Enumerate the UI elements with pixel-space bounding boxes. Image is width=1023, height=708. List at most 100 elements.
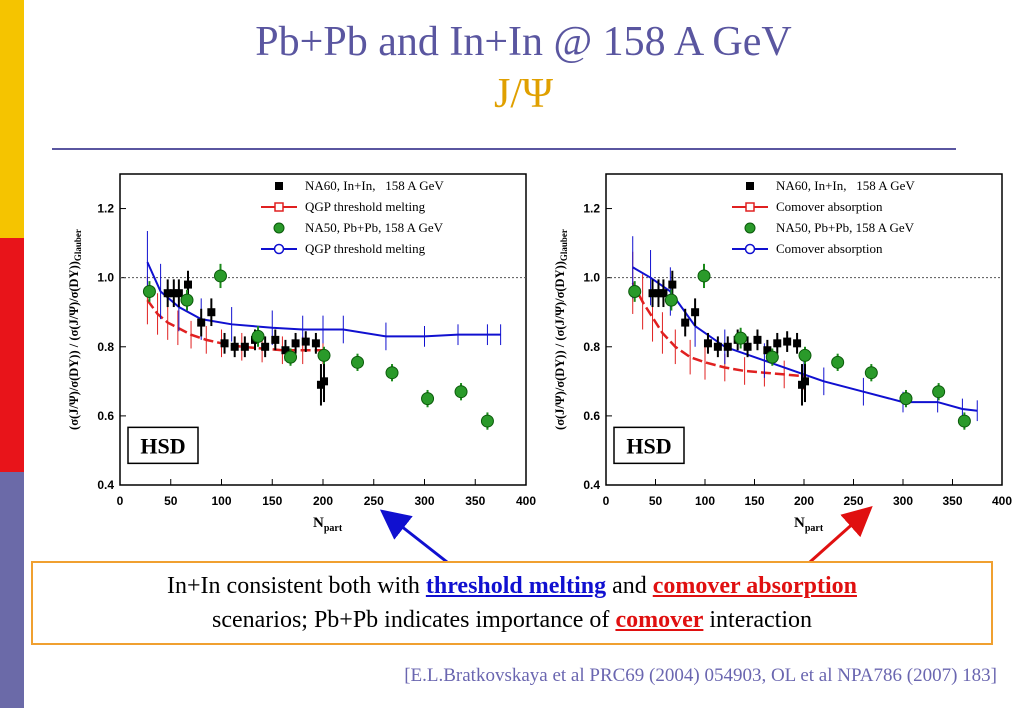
x-tick-label: 150: [744, 494, 764, 508]
na60-point: [174, 289, 183, 298]
na60-point: [184, 280, 193, 289]
note-comover-absorption: comover absorption: [652, 573, 857, 599]
x-tick-label: 250: [843, 494, 863, 508]
note-threshold-melting: threshold melting: [425, 573, 607, 599]
na60-point: [773, 339, 782, 348]
series-line: [146, 261, 501, 338]
na60-point: [291, 339, 300, 348]
x-tick-label: 200: [794, 494, 814, 508]
na50-point: [957, 414, 971, 428]
x-tick-label: 50: [649, 494, 663, 508]
na50-point: [251, 329, 265, 343]
na50-point: [213, 269, 227, 283]
note-text-3: scenarios; Pb+Pb indicates importance of: [211, 607, 616, 633]
na60-point: [240, 342, 249, 351]
note-text-2: and: [606, 573, 653, 599]
legend-label: QGP threshold melting: [305, 241, 426, 256]
series-line: [146, 299, 323, 352]
hsd-label: HSD: [140, 433, 185, 458]
legend-marker: [744, 222, 756, 234]
na60-point: [668, 280, 677, 289]
na50-point: [421, 392, 435, 406]
legend-marker: [745, 202, 755, 212]
legend-label: QGP threshold melting: [305, 199, 426, 214]
note-comover: comover: [615, 607, 704, 633]
hsd-box: [127, 426, 199, 465]
na60-point: [169, 289, 178, 298]
legend-label: NA60, In+In, 158 A GeV: [776, 178, 915, 193]
x-tick-label: 350: [465, 494, 485, 508]
y-tick-label: 1.2: [583, 202, 600, 216]
x-tick-label: 400: [992, 494, 1012, 508]
y-tick-label: 0.4: [583, 478, 600, 492]
na60-point: [230, 342, 239, 351]
conclusion-box: In+In consistent both with threshold mel…: [31, 561, 993, 645]
na60-point: [207, 308, 216, 317]
na60-point: [320, 377, 329, 386]
side-bar-yellow: [0, 0, 24, 238]
na60-point: [261, 342, 270, 351]
na60-point: [197, 318, 206, 327]
note-text-4: interaction: [703, 607, 813, 633]
na50-point: [798, 348, 812, 362]
na60-point: [681, 318, 690, 327]
na60-point: [281, 346, 290, 355]
na60-point: [763, 346, 772, 355]
na60-point: [713, 342, 722, 351]
y-axis-label: (σ(J/Ψ)/σ(DY)) / (σ(J/Ψ)/σ(DY))Glauber: [67, 229, 83, 430]
x-tick-label: 300: [893, 494, 913, 508]
x-tick-label: 300: [414, 494, 434, 508]
slide-title: Pb+Pb and In+In @ 158 A GeV: [255, 19, 792, 65]
na60-point: [703, 339, 712, 348]
na60-point: [743, 342, 752, 351]
y-tick-label: 0.6: [97, 409, 114, 423]
na60-point: [691, 308, 700, 317]
na60-point: [654, 289, 663, 298]
legend-marker: [273, 222, 285, 234]
side-bar-red: [0, 238, 24, 472]
na60-point: [783, 337, 792, 346]
na60-point: [648, 289, 657, 298]
na60-point: [723, 342, 732, 351]
na50-point: [664, 293, 678, 307]
x-tick-label: 150: [262, 494, 282, 508]
x-tick-label: 350: [942, 494, 962, 508]
na60-point: [271, 335, 280, 344]
x-axis-label: Npart: [794, 515, 824, 534]
y-tick-label: 0.6: [583, 409, 600, 423]
legend-marker: [275, 182, 283, 190]
na50-point: [385, 366, 399, 380]
na50-point: [697, 269, 711, 283]
x-tick-label: 0: [117, 494, 124, 508]
legend-label: Comover absorption: [776, 241, 883, 256]
x-axis-label: Npart: [313, 515, 343, 534]
legend-label: NA60, In+In, 158 A GeV: [305, 178, 444, 193]
na60-point: [753, 335, 762, 344]
x-tick-label: 0: [603, 494, 610, 508]
x-tick-label: 50: [164, 494, 178, 508]
citation: [E.L.Bratkovskaya et al PRC69 (2004) 054…: [404, 665, 997, 686]
legend-label: NA50, Pb+Pb, 158 A GeV: [305, 220, 444, 235]
legend-label: Comover absorption: [776, 199, 883, 214]
y-tick-label: 0.8: [97, 340, 114, 354]
na50-point: [480, 414, 494, 428]
legend-marker: [273, 243, 285, 255]
na60-point: [659, 289, 668, 298]
series-line: [631, 282, 805, 378]
x-tick-label: 100: [211, 494, 231, 508]
chart-comover-absorption: 0 50 100 150 200 250 300 350 400 0.4 0.6 0.8 1.0 1.2 N…: [553, 173, 1012, 534]
na50-point: [142, 284, 156, 298]
na50-point: [351, 355, 365, 369]
hsd-box: [613, 426, 685, 465]
na50-point: [899, 392, 913, 406]
na50-point: [932, 385, 946, 399]
na50-point: [628, 284, 642, 298]
hsd-label: HSD: [626, 433, 671, 458]
legend-marker: [744, 243, 756, 255]
x-tick-label: 200: [313, 494, 333, 508]
na50-point: [180, 293, 194, 307]
na50-point: [734, 331, 748, 345]
x-tick-label: 400: [516, 494, 536, 508]
na60-point: [163, 289, 172, 298]
side-bar-purple: [0, 472, 24, 708]
